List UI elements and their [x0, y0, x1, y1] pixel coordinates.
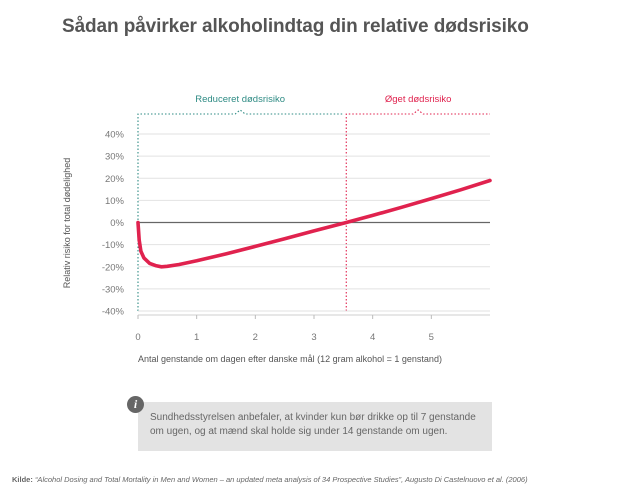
chart-area: Reduceret dødsrisiko Øget dødsrisiko 40%3…	[62, 94, 492, 364]
reduced-risk-bracket	[137, 109, 343, 311]
reduced-risk-label: Reduceret dødsrisiko	[195, 94, 285, 105]
x-tick-label: 1	[194, 332, 199, 343]
recommendation-note: Sundhedsstyrelsen anbefaler, at kvinder …	[138, 402, 492, 451]
source-text: “Alcohol Dosing and Total Mortality in M…	[34, 475, 528, 484]
x-tick-label: 0	[135, 332, 140, 343]
source-label: Kilde:	[12, 475, 33, 484]
risk-curve	[136, 178, 492, 269]
x-tick-label: 5	[429, 332, 434, 343]
note-text: Sundhedsstyrelsen anbefaler, at kvinder …	[150, 412, 476, 437]
x-axis-title: Antal genstande om dagen efter danske må…	[138, 354, 442, 364]
increased-risk-bracket	[345, 109, 490, 311]
info-icon: i	[127, 396, 144, 413]
increased-risk-label: Øget dødsrisiko	[385, 94, 452, 105]
y-tick-label: -40%	[102, 307, 125, 318]
source-citation: Kilde: “Alcohol Dosing and Total Mortali…	[12, 475, 528, 484]
x-tick-label: 4	[370, 332, 375, 343]
y-tick-label: -30%	[102, 284, 125, 295]
x-tick-label: 2	[253, 332, 258, 343]
chart-title: Sådan påvirker alkoholindtag din relativ…	[62, 16, 529, 37]
y-tick-label: 40%	[105, 130, 125, 141]
axes: 40% 30% 20% 10% 0% -10% -20% -30% -40% 0 1 2 3 4 5	[102, 130, 490, 343]
x-tick-label: 3	[311, 332, 316, 343]
series-line-layer	[136, 178, 492, 269]
y-tick-label: 20%	[105, 174, 125, 185]
region-brackets: Reduceret dødsrisiko Øget dødsrisiko	[137, 94, 490, 311]
y-tick-label: 30%	[105, 152, 125, 163]
y-tick-label: 0%	[110, 218, 124, 229]
y-tick-label: -20%	[102, 262, 125, 273]
y-tick-label: 10%	[105, 196, 125, 207]
y-tick-label: -10%	[102, 240, 125, 251]
y-axis-title: Relativ risiko for total dødelighed	[62, 158, 72, 289]
gridlines	[138, 133, 490, 312]
